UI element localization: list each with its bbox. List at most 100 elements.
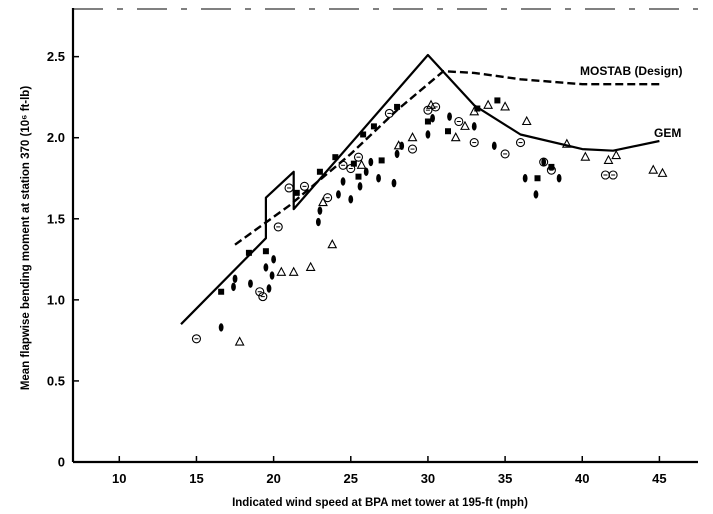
data-point-filled <box>315 217 321 227</box>
series-label-gem: GEM <box>654 126 681 140</box>
series-line-mostab-design <box>234 69 660 246</box>
data-point-circle <box>255 287 265 297</box>
data-point-square <box>494 97 501 104</box>
data-point-circle <box>454 116 464 127</box>
data-point-triangle <box>561 138 572 148</box>
data-point-square <box>548 163 555 170</box>
x-axis-title: Indicated wind speed at BPA met tower at… <box>232 497 528 509</box>
y-tick-label: 2.5 <box>47 49 65 64</box>
data-point-triangle <box>469 106 480 116</box>
model-lines <box>180 53 660 325</box>
data-point-square <box>394 103 401 110</box>
data-point-filled <box>363 167 369 176</box>
data-point-circle <box>191 334 202 344</box>
data-point-circle <box>284 183 294 193</box>
data-point-square <box>332 154 339 161</box>
data-point-filled <box>522 174 528 183</box>
data-point-square <box>474 105 481 112</box>
data-point-circle <box>431 102 441 112</box>
data-point-circle <box>353 152 364 162</box>
x-tick-label: 45 <box>652 471 666 486</box>
data-point-triangle <box>356 159 367 169</box>
series-label-mostab-design: MOSTAB (Design) <box>580 64 682 78</box>
data-point-triangle <box>426 99 436 109</box>
data-point-filled <box>394 149 400 159</box>
data-point-filled <box>376 174 381 183</box>
data-point-triangle <box>500 101 511 111</box>
data-point-circle <box>299 181 310 191</box>
data-point-square <box>378 157 385 164</box>
data-point-square <box>293 189 300 196</box>
data-point-square <box>445 128 451 135</box>
data-point-square <box>355 173 362 180</box>
data-point-circle <box>539 157 549 167</box>
data-point-triangle <box>288 266 299 276</box>
data-point-triangle <box>318 196 328 207</box>
data-point-filled <box>248 279 253 288</box>
data-point-square <box>350 160 357 167</box>
x-tick-label: 15 <box>189 471 203 486</box>
data-point-triangle <box>603 154 614 164</box>
y-tick-label: 1.0 <box>47 292 65 307</box>
data-point-triangle <box>393 140 404 150</box>
data-point-square <box>218 288 225 295</box>
data-point-filled <box>336 190 341 199</box>
data-point-square <box>534 175 541 182</box>
data-point-square <box>370 123 377 130</box>
data-point-filled <box>231 282 236 292</box>
x-tick-label: 40 <box>575 471 589 486</box>
data-point-triangle <box>648 164 659 174</box>
data-point-filled <box>471 122 477 131</box>
data-point-triangle <box>483 99 494 109</box>
data-point-circle <box>258 292 268 302</box>
data-point-filled <box>232 274 238 283</box>
data-point-filled <box>357 182 363 191</box>
data-point-circle <box>500 149 510 159</box>
data-point-triangle <box>276 266 287 276</box>
y-tick-label: 2.0 <box>47 130 65 145</box>
data-point-triangle <box>657 167 668 177</box>
data-point-filled <box>430 114 435 123</box>
x-tick-label: 20 <box>266 471 280 486</box>
y-tick-label: 0 <box>58 455 65 470</box>
y-axis-title: Mean flapwise bending moment at station … <box>20 86 32 391</box>
data-point-filled <box>491 141 497 151</box>
data-point-square <box>245 249 252 256</box>
data-point-filled <box>391 178 397 188</box>
measured-points <box>191 97 668 346</box>
x-tick-label: 10 <box>112 471 126 486</box>
x-tick-label: 25 <box>344 471 358 486</box>
data-point-triangle <box>305 261 316 271</box>
data-point-circle <box>469 138 479 148</box>
x-tick-label: 30 <box>421 471 435 486</box>
series-line-gem <box>180 53 660 325</box>
axes <box>71 8 698 464</box>
data-point-filled <box>556 174 562 183</box>
y-tick-label: 1.5 <box>47 211 65 226</box>
ticks: 10 15 20 25 30 35 40 45 0 0.5 1.0 1.5 2.0 2.5 <box>47 49 667 486</box>
data-point-triangle <box>460 120 470 130</box>
data-point-filled <box>218 323 224 332</box>
data-point-circle <box>407 144 418 154</box>
data-point-circle <box>346 163 356 174</box>
labels: Indicated wind speed at BPA met tower at… <box>20 64 682 509</box>
data-point-circle <box>384 108 394 118</box>
data-point-triangle <box>407 132 418 142</box>
data-point-square <box>262 248 269 255</box>
data-point-square <box>316 168 323 175</box>
data-point-filled <box>271 255 277 264</box>
data-point-circle <box>323 193 333 203</box>
data-point-circle <box>515 138 526 148</box>
data-point-triangle <box>234 336 245 346</box>
data-point-circle <box>338 160 348 170</box>
data-point-circle <box>546 165 556 175</box>
data-point-square <box>360 131 367 138</box>
x-tick-label: 35 <box>498 471 512 486</box>
data-point-circle <box>273 222 283 232</box>
data-point-filled <box>266 284 272 293</box>
data-point-filled <box>425 130 431 139</box>
data-point-triangle <box>327 239 338 249</box>
data-point-filled <box>368 157 374 167</box>
data-point-triangle <box>521 115 532 126</box>
